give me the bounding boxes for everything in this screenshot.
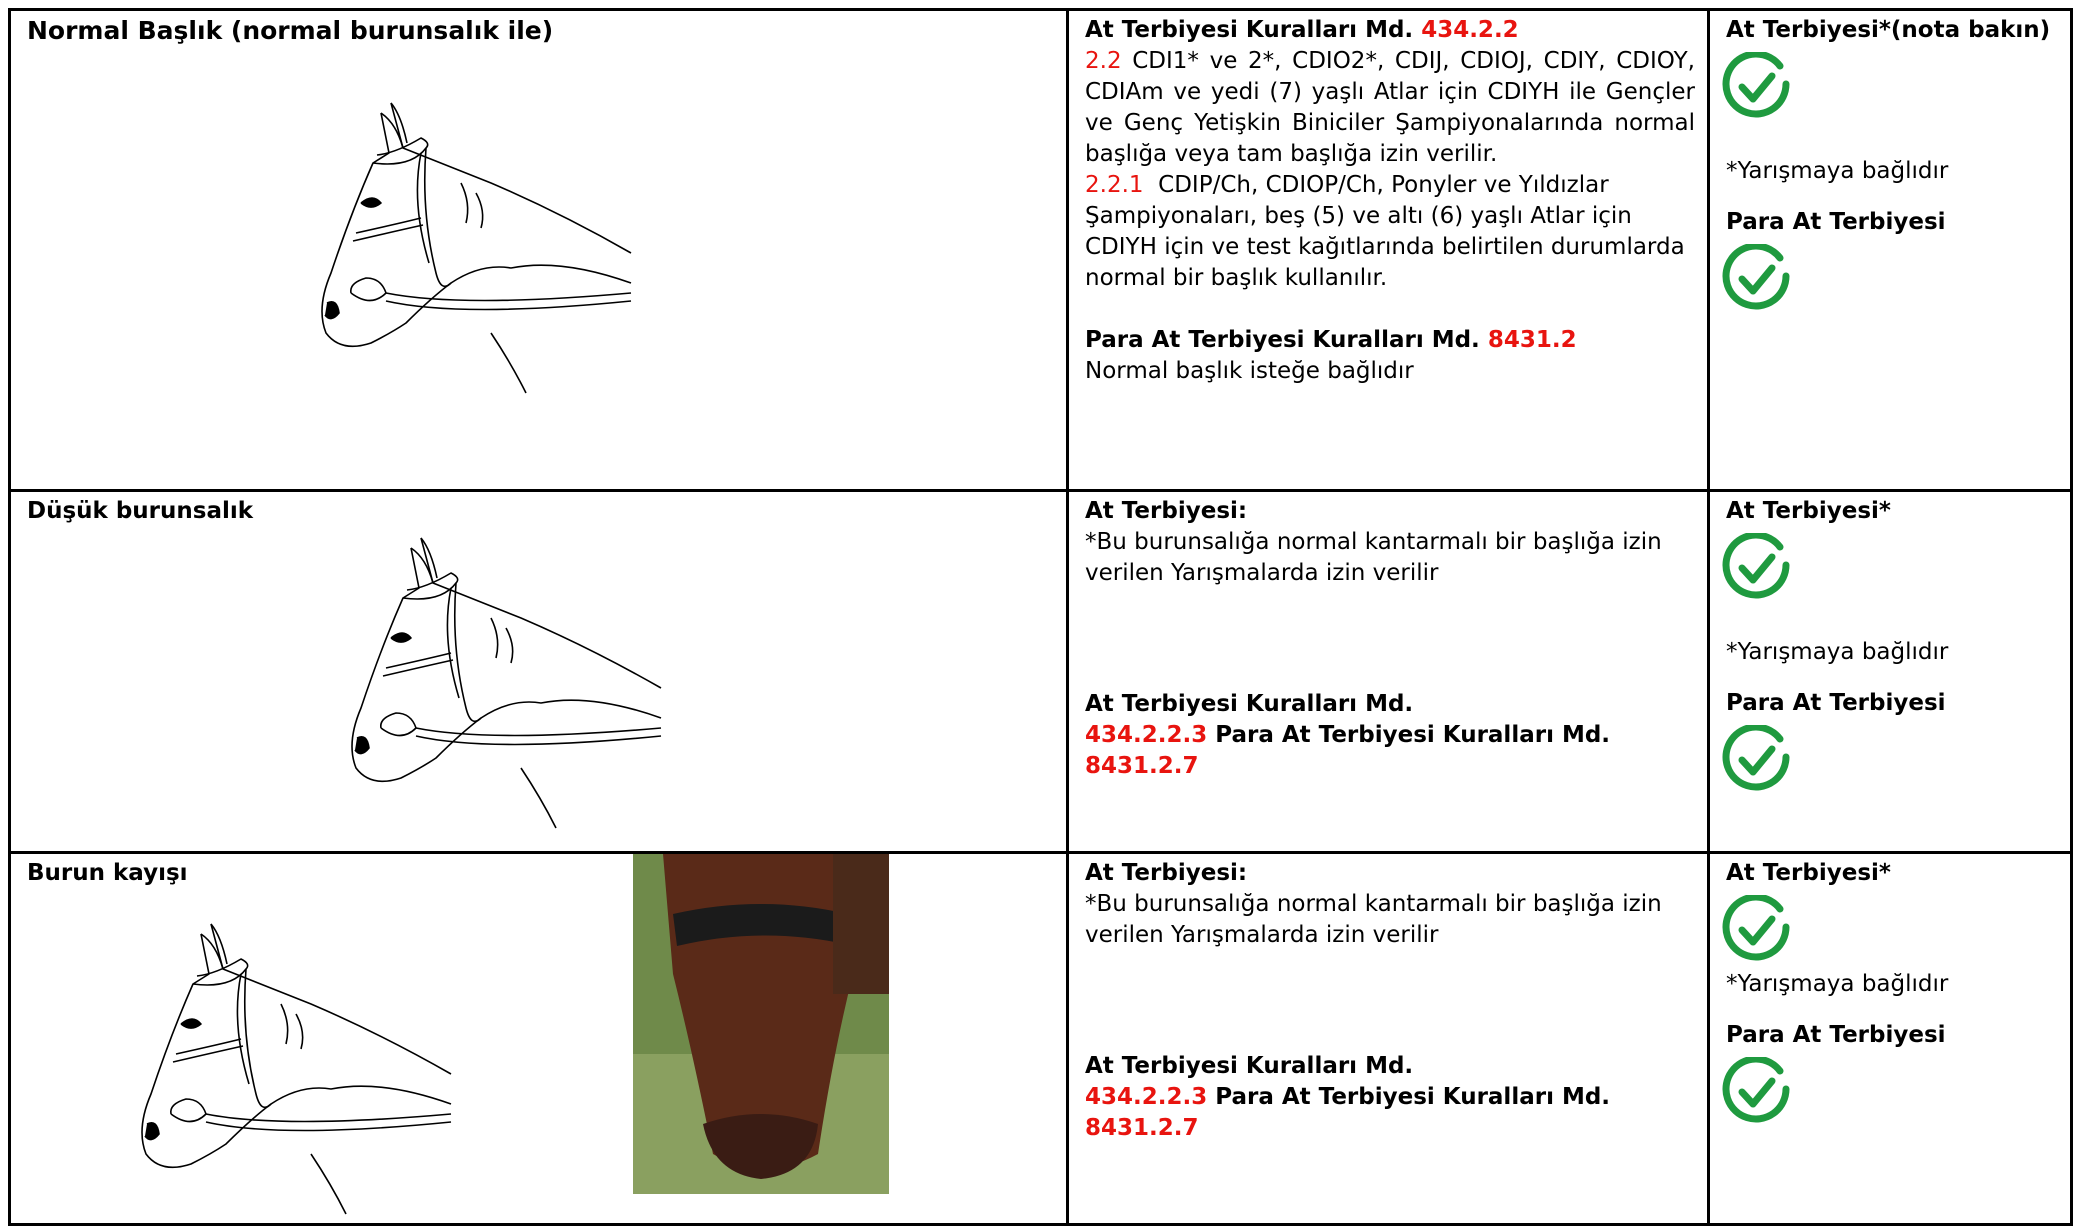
paragraph-ref: 2.2: [1085, 48, 1122, 74]
para-text: Normal başlık isteğe bağlıdır: [1085, 358, 1414, 384]
name-cell: Düşük burunsalık: [8, 489, 1069, 854]
paragraph: 2.2.1 CDIP/Ch, CDIOP/Ch, Ponyler ve Yıld…: [1085, 170, 1695, 294]
status-para: Para At Terbiyesi: [1726, 690, 1946, 716]
horse-drawing: [341, 528, 671, 838]
row-title: Burun kayışı: [27, 860, 188, 886]
status-para: Para At Terbiyesi: [1726, 209, 1946, 235]
paragraph: 2.2 CDI1* ve 2*, CDIO2*, CDIJ, CDIOJ, CD…: [1085, 46, 1695, 170]
horse-drawing: [311, 93, 641, 403]
paragraph-ref: 2.2.1: [1085, 172, 1144, 198]
rule-ref: 434.2.2: [1421, 17, 1519, 43]
row: Düşük burunsalık At Terbiyesi: *Bu burun…: [8, 489, 2073, 854]
para-heading-text: Para At Terbiyesi Kuralları Md.: [1085, 327, 1480, 353]
paragraph-text: CDIP/Ch, CDIOP/Ch, Ponyler ve Yıldızlar …: [1085, 172, 1685, 291]
status-cell: At Terbiyesi* *Yarışmaya bağlıdır Para A…: [1707, 489, 2073, 854]
para-heading: Para At Terbiyesi Kuralları Md. 8431.2: [1085, 325, 1695, 356]
row-title: Normal Başlık (normal burunsalık ile): [27, 16, 554, 45]
rule-text: *Bu burunsalığa normal kantarmalı bir ba…: [1085, 529, 1662, 586]
ref: 8431.2.7: [1085, 753, 1199, 779]
check-icon: [1720, 1057, 1794, 1127]
rule-cell: At Terbiyesi Kuralları Md. 434.2.2 2.2 C…: [1066, 8, 1710, 492]
horse-drawing: [131, 914, 461, 1224]
check-icon: [1720, 725, 1794, 795]
status-dressage: At Terbiyesi*: [1726, 860, 1891, 886]
status-note: *Yarışmaya bağlıdır: [1726, 158, 1949, 184]
rule-text: *Bu burunsalığa normal kantarmalı bir ba…: [1085, 891, 1662, 948]
row: Burun kayışı At Terbiyesi: *Bu burunsalı…: [8, 851, 2073, 1226]
rule-heading-text: At Terbiyesi Kuralları Md.: [1085, 17, 1414, 43]
rules-table: Normal Başlık (normal burunsalık ile) At…: [8, 8, 2073, 1226]
check-icon: [1720, 533, 1794, 603]
ref-mid: Para At Terbiyesi Kuralları Md.: [1215, 1084, 1611, 1110]
rule-heading: At Terbiyesi:: [1085, 498, 1248, 524]
para-ref: 8431.2: [1487, 327, 1577, 353]
check-icon: [1720, 52, 1794, 122]
status-cell: At Terbiyesi* *Yarışmaya bağlıdır Para A…: [1707, 851, 2073, 1226]
paragraph-text: CDI1* ve 2*, CDIO2*, CDIJ, CDIOJ, CDIY, …: [1085, 48, 1695, 167]
check-icon: [1720, 244, 1794, 314]
status-dressage: At Terbiyesi*: [1726, 498, 1891, 524]
status-cell: At Terbiyesi*(nota bakın) *Yarışmaya bağ…: [1707, 8, 2073, 492]
rule-cell: At Terbiyesi: *Bu burunsalığa normal kan…: [1066, 489, 1710, 854]
rule-heading: At Terbiyesi:: [1085, 860, 1248, 886]
ref-heading: At Terbiyesi Kuralları Md.: [1085, 691, 1414, 717]
ref-mid: Para At Terbiyesi Kuralları Md.: [1215, 722, 1611, 748]
rule-refs: At Terbiyesi Kuralları Md. 434.2.2.3 Para…: [1085, 1051, 1695, 1144]
ref-heading: At Terbiyesi Kuralları Md.: [1085, 1053, 1414, 1079]
ref: 8431.2.7: [1085, 1115, 1199, 1141]
name-cell: Normal Başlık (normal burunsalık ile): [8, 8, 1069, 492]
rule-refs: At Terbiyesi Kuralları Md. 434.2.2.3 Para…: [1085, 689, 1695, 782]
status-dressage: At Terbiyesi*(nota bakın): [1726, 17, 2051, 43]
rule-cell: At Terbiyesi: *Bu burunsalığa normal kan…: [1066, 851, 1710, 1226]
check-icon: [1720, 895, 1794, 965]
ref: 434.2.2.3: [1085, 722, 1208, 748]
status-para: Para At Terbiyesi: [1726, 1022, 1946, 1048]
status-note: *Yarışmaya bağlıdır: [1726, 971, 1949, 997]
status-note: *Yarışmaya bağlıdır: [1726, 639, 1949, 665]
row: Normal Başlık (normal burunsalık ile) At…: [8, 8, 2073, 492]
rule-heading: At Terbiyesi Kuralları Md. 434.2.2: [1085, 15, 1695, 46]
row-title: Düşük burunsalık: [27, 498, 254, 524]
ref: 434.2.2.3: [1085, 1084, 1208, 1110]
name-cell: Burun kayışı: [8, 851, 1069, 1226]
horse-photo: [633, 854, 889, 1194]
